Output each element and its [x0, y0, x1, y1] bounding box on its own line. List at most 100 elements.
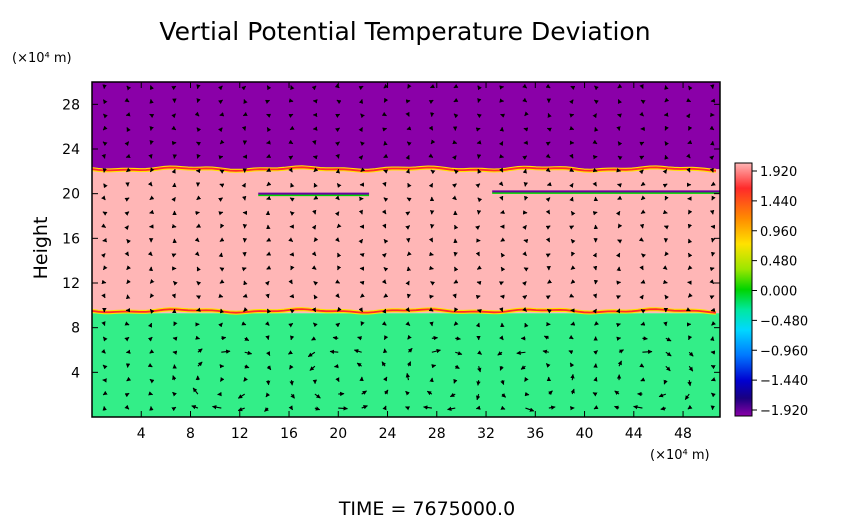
velocity-arrow-42: [125, 153, 131, 159]
velocity-arrow-385: [476, 393, 481, 401]
velocity-arrow-497: [569, 167, 575, 173]
velocity-arrow-52: [149, 349, 155, 354]
velocity-arrow-212: [289, 125, 295, 131]
velocity-arrow-311: [383, 83, 389, 89]
velocity-arrow-529: [614, 390, 620, 396]
velocity-arrow-29: [124, 336, 130, 342]
velocity-arrow-482: [570, 373, 575, 381]
velocity-arrow-443: [522, 251, 527, 257]
velocity-arrow-249: [335, 279, 341, 284]
colorbar-tick-label-0: 1.920: [760, 165, 797, 180]
velocity-arrow-511: [592, 308, 597, 314]
velocity-arrow-126: [218, 322, 223, 328]
velocity-arrow-469: [545, 225, 551, 230]
velocity-arrow-109: [196, 223, 202, 228]
velocity-arrow-166: [243, 99, 248, 104]
velocity-arrow-169: [265, 392, 271, 398]
velocity-arrow-358: [428, 99, 434, 105]
velocity-arrow-603: [688, 365, 694, 372]
velocity-arrow-313: [405, 390, 410, 396]
velocity-arrow-569: [639, 169, 644, 175]
velocity-arrow-206: [289, 211, 295, 216]
velocity-arrow-459: [545, 363, 551, 368]
velocity-arrow-168: [264, 407, 269, 412]
velocity-arrow-215: [290, 85, 295, 91]
velocity-arrow-97: [192, 387, 199, 395]
x-tick-label-8: 36: [526, 426, 544, 442]
velocity-arrow-411: [499, 365, 504, 371]
velocity-arrow-105: [196, 280, 202, 286]
velocity-arrow-494: [570, 210, 576, 216]
velocity-arrow-184: [266, 181, 272, 187]
velocity-arrow-175: [266, 308, 272, 314]
velocity-arrow-575: [639, 83, 644, 89]
x-tick-label-1: 8: [186, 426, 195, 442]
velocity-arrow-335: [407, 83, 412, 89]
velocity-arrow-425: [498, 167, 504, 173]
velocity-arrow-359: [429, 84, 435, 89]
velocity-arrow-160: [241, 182, 246, 188]
velocity-arrow-132: [219, 237, 225, 242]
velocity-arrow-492: [570, 239, 576, 244]
velocity-arrow-455: [522, 83, 528, 89]
interface-band-0: [91, 308, 717, 314]
velocity-arrow-53: [147, 336, 153, 342]
velocity-arrow-611: [687, 252, 693, 258]
velocity-arrow-21: [103, 113, 108, 119]
velocity-arrow-117: [194, 111, 200, 117]
velocity-arrow-118: [196, 98, 201, 103]
velocity-arrow-114: [196, 153, 201, 159]
velocity-arrow-483: [569, 362, 575, 368]
velocity-arrow-224: [313, 294, 318, 300]
velocity-arrow-395: [475, 251, 480, 257]
velocity-arrow-4: [101, 349, 106, 354]
velocity-arrow-62: [149, 209, 155, 214]
velocity-arrow-434: [524, 376, 529, 382]
velocity-arrow-242: [335, 377, 340, 382]
velocity-arrow-420: [500, 237, 506, 242]
velocity-arrow-278: [358, 209, 363, 215]
velocity-arrow-210: [288, 155, 294, 160]
velocity-arrow-401: [477, 168, 482, 174]
velocity-arrow-573: [639, 111, 644, 117]
velocity-arrow-384: [475, 405, 481, 410]
velocity-arrow-362: [453, 378, 458, 384]
velocity-arrow-209: [288, 167, 293, 173]
velocity-arrow-388: [477, 350, 482, 355]
velocity-arrow-135: [218, 197, 223, 202]
velocity-arrow-289: [383, 389, 389, 395]
velocity-arrow-610: [687, 265, 693, 270]
colorbar-tick-label-4: 0.000: [760, 285, 797, 300]
velocity-arrow-239: [311, 85, 317, 91]
velocity-arrow-220: [307, 351, 316, 358]
velocity-arrow-301: [382, 223, 387, 229]
velocity-arrow-474: [545, 153, 551, 159]
velocity-arrow-557: [642, 336, 648, 341]
velocity-arrow-305: [383, 169, 389, 174]
velocity-arrow-268: [353, 349, 362, 354]
x-tick-label-3: 16: [280, 426, 298, 442]
velocity-arrow-506: [593, 376, 598, 382]
velocity-arrow-456: [548, 405, 556, 410]
x-tick-label-10: 44: [625, 426, 643, 442]
velocity-arrow-178: [266, 265, 272, 270]
y-axis-label: Height: [30, 217, 52, 280]
velocity-arrow-531: [617, 360, 622, 367]
velocity-arrow-543: [617, 195, 623, 200]
velocity-arrow-460: [542, 349, 549, 354]
velocity-arrow-245: [332, 335, 339, 341]
velocity-arrow-267: [356, 362, 362, 368]
velocity-arrow-418: [500, 266, 506, 272]
velocity-arrow-570: [639, 155, 645, 160]
velocity-arrow-189: [266, 113, 272, 118]
velocity-arrow-554: [640, 377, 646, 382]
velocity-arrow-604: [688, 351, 694, 357]
velocity-arrow-642: [709, 155, 715, 161]
velocity-arrow-540: [617, 239, 623, 244]
velocity-arrow-547: [617, 141, 623, 147]
velocity-arrow-589: [663, 225, 669, 230]
velocity-arrow-151: [243, 307, 248, 312]
velocity-arrow-78: [173, 321, 178, 327]
velocity-arrow-555: [639, 363, 645, 368]
velocity-arrow-186: [266, 153, 272, 158]
